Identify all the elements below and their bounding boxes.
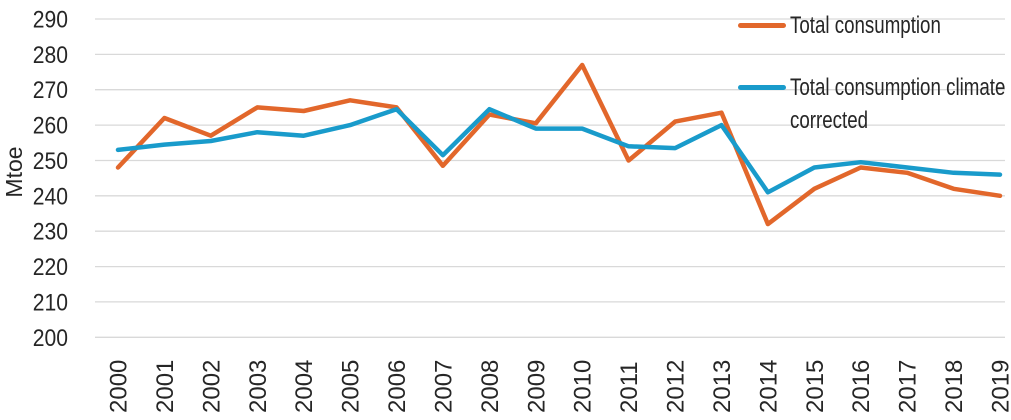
x-axis-tick-label: 2018 [941,360,968,413]
y-axis-tick-label: 240 [33,183,68,210]
y-axis-title: Mtoe [1,146,27,197]
x-axis-tick-label: 2015 [802,360,829,413]
series-line-total-consumption [115,62,1003,227]
x-axis-tick-label: 2017 [895,360,922,413]
x-axis-tick-label: 2016 [848,360,875,413]
legend-label-total-consumption: Total consumption [790,12,941,39]
x-axis-tick-label: 2000 [106,360,133,413]
x-axis-tick-label: 2001 [152,360,179,413]
x-axis-tick-label: 2010 [570,360,597,413]
x-axis-tick-label: 2011 [616,361,643,413]
y-axis-tick-label: 200 [33,325,68,352]
x-axis-tick-label: 2007 [430,360,457,413]
x-axis-tick-label: 2012 [663,360,690,413]
x-axis-tick-label: 2014 [755,360,782,413]
x-axis-tick-label: 2019 [988,360,1011,413]
x-axis-tick-label: 2004 [291,360,318,413]
x-axis-tick-label: 2008 [477,360,504,413]
legend-item-total-consumption: Total consumption [738,9,1011,42]
legend-swatch-total-consumption [738,23,786,28]
y-axis-tick-label: 270 [33,77,68,104]
x-axis-tick-label: 2009 [523,360,550,413]
y-axis-tick-label: 280 [33,42,68,69]
y-axis-tick-label: 230 [33,218,68,245]
x-axis-tick-label: 2002 [198,360,225,413]
legend-item-total-consumption-climate-corrected: Total consumption climate corrected [738,71,1011,137]
legend-swatch-total-consumption-climate-corrected [738,85,786,90]
y-axis-tick-label: 260 [33,112,68,139]
x-axis-tick-label: 2005 [338,360,365,413]
y-axis-tick-label: 210 [33,289,68,316]
x-axis-tick-label: 2013 [709,360,736,413]
y-axis-tick-label: 250 [33,148,68,175]
series-line-total-consumption-climate-corrected [115,106,1003,195]
legend-label-total-consumption-climate-corrected: Total consumption climate corrected [790,74,1006,134]
x-axis-tick-label: 2003 [245,360,272,413]
y-axis-tick-label: 220 [33,254,68,281]
y-axis-tick-label: 290 [33,6,68,33]
x-axis-tick-label: 2006 [384,360,411,413]
